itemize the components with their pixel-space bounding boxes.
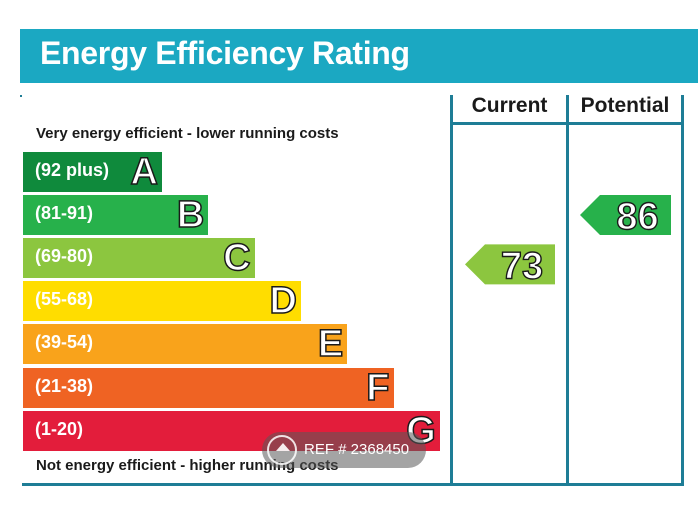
band-f: (21-38) F [23,366,394,410]
band-letter-label: C [222,236,251,280]
band-range-label: (81-91) [35,203,94,224]
top-caption: Very energy efficient - lower running co… [36,125,339,142]
column-divider-line [566,95,569,485]
column-header-underline [450,122,684,125]
ref-watermark: REF # 2368450 [262,432,426,468]
band-letter-label: B [176,193,205,237]
band-b: (81-91) B [23,193,209,237]
band-range-label: (55-68) [35,289,94,310]
home-icon [267,435,297,465]
band-range-label: (21-38) [35,375,94,396]
band-range-label: (69-80) [35,246,94,267]
potential-rating-arrow: 86 [580,195,671,239]
potential-column-right-line [681,95,684,485]
band-range-label: (39-54) [35,332,94,353]
band-letter-label: F [366,366,391,410]
bottom-caption: Not energy efficient - higher running co… [36,457,339,474]
page-title: Energy Efficiency Rating [40,35,410,71]
band-d: (55-68) D [23,280,301,324]
potential-arrow-shape [580,195,671,235]
potential-rating-value: 86 [616,196,658,238]
frame-top-line [20,95,22,97]
header-banner: Energy Efficiency Rating [20,29,698,83]
current-column-header: Current [471,94,548,117]
current-column-left-line [450,95,453,485]
frame-bottom-line [22,483,684,486]
ref-text: REF # 2368450 [304,441,410,458]
band-range-label: (1-20) [35,418,84,439]
band-letter-label: E [317,323,344,367]
potential-column-header: Potential [580,94,670,117]
band-letter-label: D [269,280,298,324]
band-letter-label: A [130,150,159,194]
current-rating-value: 73 [501,245,543,287]
band-c: (69-80) C [23,236,255,280]
current-rating-arrow: 73 [465,244,555,288]
band-range-label: (92 plus) [35,160,110,180]
current-arrow-shape [465,244,555,285]
band-a: (92 plus) A [23,150,162,194]
band-e: (39-54) E [23,323,348,367]
